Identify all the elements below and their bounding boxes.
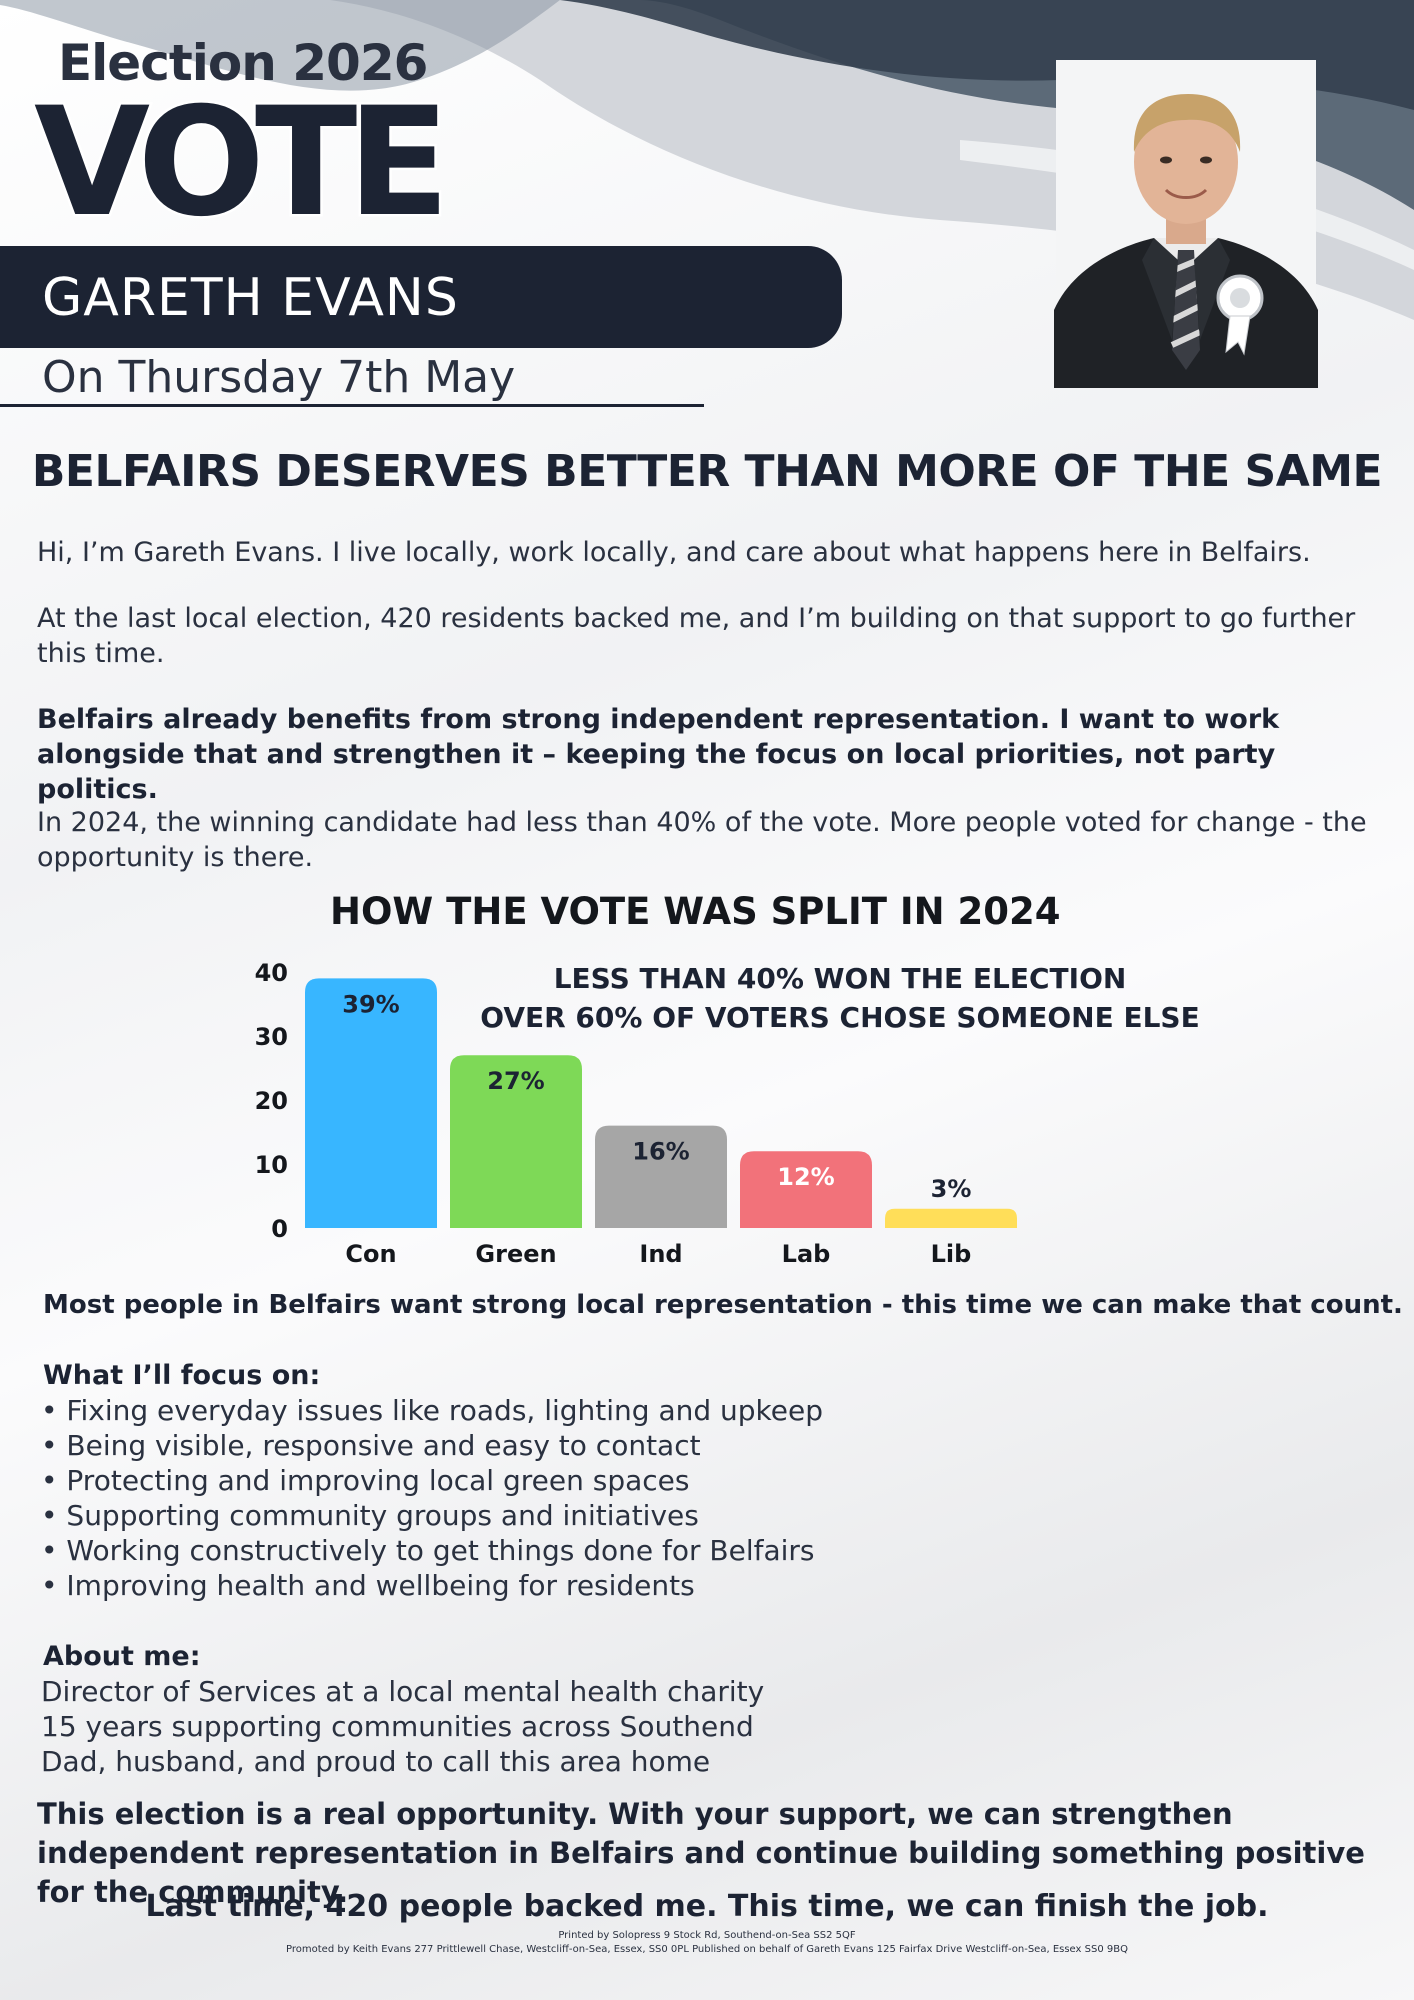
- about-heading: About me:: [43, 1641, 201, 1672]
- focus-item: • Protecting and improving local green s…: [41, 1464, 690, 1497]
- focus-item: • Working constructively to get things d…: [41, 1534, 815, 1567]
- intro-paragraph-3: Belfairs already benefits from strong in…: [37, 704, 1280, 805]
- focus-list: • Fixing everyday issues like roads, lig…: [41, 1393, 823, 1603]
- x-category-label: Lib: [931, 1240, 972, 1268]
- election-date: On Thursday 7th May: [42, 352, 516, 403]
- about-item: Director of Services at a local mental h…: [41, 1675, 765, 1708]
- intro-paragraph-2: At the last local election, 420 resident…: [37, 603, 1356, 669]
- promoter-imprint: Promoted by Keith Evans 277 Prittlewell …: [286, 1944, 1128, 1955]
- y-tick-label: 40: [255, 959, 288, 987]
- chart-annotation-line-2: OVER 60% OF VOTERS CHOSE SOMEONE ELSE: [480, 1001, 1200, 1034]
- final-call-to-action: Last time, 420 people backed me. This ti…: [145, 1889, 1269, 1924]
- closing-statement: This election is a real opportunity. Wit…: [37, 1797, 1365, 1909]
- candidate-portrait: [1054, 60, 1318, 388]
- election-year-heading: Election 2026: [58, 34, 428, 92]
- representation-statement: Most people in Belfairs want strong loca…: [43, 1290, 1403, 1320]
- chart-annotation-line-1: LESS THAN 40% WON THE ELECTION: [553, 962, 1127, 995]
- focus-item: • Being visible, responsive and easy to …: [41, 1429, 701, 1462]
- bar-value-label: 39%: [342, 990, 399, 1018]
- focus-item: • Fixing everyday issues like roads, lig…: [41, 1394, 824, 1427]
- x-category-label: Green: [475, 1240, 556, 1268]
- candidate-name-banner: GARETH EVANS: [0, 246, 842, 348]
- y-tick-label: 0: [271, 1215, 288, 1243]
- chart-title: HOW THE VOTE WAS SPLIT IN 2024: [330, 890, 1061, 933]
- bar-value-label: 12%: [777, 1163, 834, 1191]
- bar-value-label: 3%: [931, 1175, 972, 1203]
- main-headline: BELFAIRS DESERVES BETTER THAN MORE OF TH…: [31, 446, 1383, 497]
- bar-con: [305, 978, 437, 1228]
- focus-item: • Improving health and wellbeing for res…: [41, 1569, 695, 1602]
- x-category-label: Con: [345, 1240, 396, 1268]
- date-underline-divider: [0, 404, 704, 407]
- x-category-label: Lab: [782, 1240, 831, 1268]
- focus-heading: What I’ll focus on:: [43, 1360, 321, 1391]
- printer-imprint: Printed by Solopress 9 Stock Rd, Southen…: [558, 1930, 856, 1941]
- bar-value-label: 27%: [487, 1067, 544, 1095]
- candidate-name: GARETH EVANS: [42, 268, 459, 328]
- vote-share-bar-chart: 0 10 20 30 40 39% Con 27% Green 16% Ind 12% Lab 3% Lib: [255, 959, 1017, 1268]
- bar-green: [450, 1055, 582, 1228]
- bar-lib: [885, 1208, 1017, 1228]
- about-list: Director of Services at a local mental h…: [41, 1674, 764, 1779]
- focus-item: • Supporting community groups and initia…: [41, 1499, 699, 1532]
- y-tick-label: 10: [255, 1151, 288, 1179]
- bar-ind: [595, 1125, 727, 1228]
- vote-wordmark: VOTE: [32, 76, 453, 250]
- y-tick-label: 30: [255, 1023, 288, 1051]
- x-category-label: Ind: [639, 1240, 682, 1268]
- about-item: 15 years supporting communities across S…: [41, 1710, 754, 1743]
- bar-value-label: 16%: [632, 1138, 689, 1166]
- intro-paragraph-4: In 2024, the winning candidate had less …: [37, 807, 1367, 873]
- y-tick-label: 20: [255, 1087, 288, 1115]
- bar-lab: [740, 1151, 872, 1228]
- about-item: Dad, husband, and proud to call this are…: [41, 1745, 711, 1778]
- intro-paragraph-1: Hi, I’m Gareth Evans. I live locally, wo…: [37, 537, 1311, 568]
